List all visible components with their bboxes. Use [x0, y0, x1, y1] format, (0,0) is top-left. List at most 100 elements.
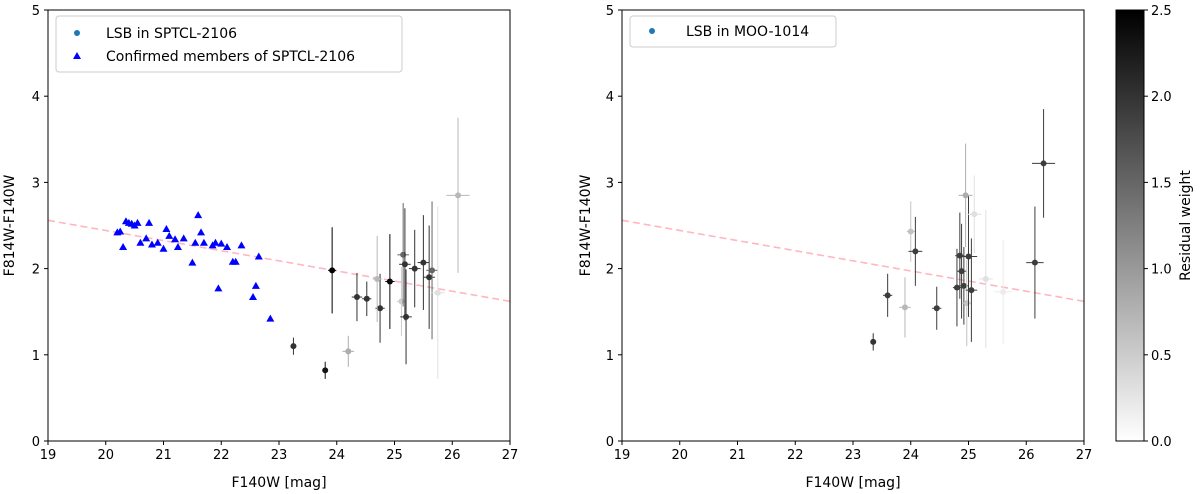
left-member-point	[237, 241, 246, 249]
left-member-point	[171, 235, 180, 243]
right-y-tick-label: 3	[606, 176, 614, 191]
left-lsb-point	[363, 295, 370, 302]
colorbar-gradient	[1115, 9, 1145, 442]
right-lsb-point	[982, 275, 989, 282]
left-lsb-point	[377, 305, 384, 312]
left-lsb-point	[429, 267, 436, 274]
right-plot-frame	[621, 9, 1085, 442]
left-lsb-point	[345, 348, 352, 355]
left-y-tick-label: 2	[32, 263, 40, 278]
left-y-tick-label: 1	[32, 349, 40, 364]
left-lsb-point	[411, 265, 418, 272]
left-member-point	[194, 211, 203, 219]
left-x-tick-label: 21	[155, 448, 172, 463]
right-x-tick-label: 27	[1076, 448, 1093, 463]
colorbar-tick-label: 0.0	[1151, 435, 1172, 450]
left-member-point	[223, 243, 232, 251]
right-lsb-point	[907, 228, 914, 235]
right-lsb-point	[933, 305, 940, 312]
left-member-point	[142, 234, 151, 242]
right-y-axis-label: F814W-F140W	[578, 174, 594, 276]
right-lsb-point	[884, 292, 891, 299]
left-lsb-point	[434, 289, 441, 296]
left-x-tick-label: 26	[444, 448, 461, 463]
left-x-tick-label: 23	[271, 448, 288, 463]
right-x-tick-label: 24	[902, 448, 919, 463]
left-x-tick-label: 22	[213, 448, 230, 463]
left-y-tick-label: 5	[32, 4, 40, 19]
right-lsb-point	[912, 248, 919, 255]
right-legend-lsb-marker	[649, 28, 655, 34]
right-lsb-point	[901, 304, 908, 311]
left-member-point	[197, 228, 206, 236]
left-member-point	[266, 314, 275, 322]
left-legend-member-label: Confirmed members of SPTCL-2106	[106, 49, 355, 65]
left-y-axis-label: F814W-F140W	[2, 174, 18, 276]
left-legend-lsb-marker	[74, 30, 80, 36]
left-lsb-point	[374, 275, 381, 282]
left-member-point	[116, 227, 125, 235]
right-legend-box	[629, 15, 837, 48]
right-lsb-point	[971, 211, 978, 218]
left-member-point	[254, 252, 263, 260]
right-lsb-point	[1040, 160, 1047, 167]
left-lsb-point	[401, 261, 408, 268]
right-lsb-point	[960, 282, 967, 289]
right-y-tick-label: 1	[606, 349, 614, 364]
right-lsb-point	[953, 284, 960, 291]
right-lsb-point	[962, 192, 969, 199]
left-plot-marks	[47, 117, 511, 379]
left-x-axis-label: F140W [mag]	[231, 475, 326, 491]
left-lsb-point	[403, 313, 410, 320]
left-lsb-point	[455, 192, 462, 199]
left-member-point	[173, 243, 182, 251]
left-legend-lsb-label: LSB in SPTCL-2106	[106, 26, 237, 42]
left-member-point	[159, 244, 168, 252]
right-lsb-point	[968, 287, 975, 294]
left-member-point	[179, 234, 188, 242]
left-member-point	[119, 243, 128, 251]
colorbar-ticks: 0.0 0.5 1.0 1.5 2.0 2.5	[1144, 4, 1172, 450]
left-legend-member-marker	[73, 52, 81, 59]
left-x-tick-label: 24	[328, 448, 345, 463]
left-lsb-point	[386, 278, 393, 285]
right-trend-line	[621, 219, 1085, 303]
left-member-point	[133, 218, 142, 226]
colorbar-tick-label: 2.5	[1151, 4, 1172, 19]
left-y-tick-label: 3	[32, 176, 40, 191]
left-member-point	[211, 238, 220, 246]
right-y-tick-label: 0	[606, 435, 614, 450]
left-member-point	[136, 238, 145, 246]
left-lsb-point	[353, 294, 360, 301]
left-member-point	[249, 293, 258, 301]
left-member-point	[251, 281, 260, 289]
left-lsb-point	[426, 274, 433, 281]
left-member-point	[217, 239, 226, 247]
right-lsb-point	[1031, 259, 1038, 266]
left-member-point	[214, 284, 223, 292]
left-x-tick-label: 19	[40, 448, 57, 463]
right-lsb-point	[870, 338, 877, 345]
left-x-tick-label: 20	[97, 448, 114, 463]
left-member-point	[165, 231, 174, 239]
left-x-tick-label: 25	[386, 448, 403, 463]
colorbar-tick-label: 0.5	[1151, 349, 1172, 364]
left-member-point	[162, 224, 171, 232]
left-lsb-point	[420, 259, 427, 266]
left-lsb-point	[329, 267, 336, 274]
right-y-tick-label: 5	[606, 4, 614, 19]
right-x-tick-label: 25	[960, 448, 977, 463]
right-x-axis-label: F140W [mag]	[805, 475, 900, 491]
right-x-tick-label: 22	[787, 448, 804, 463]
left-legend: LSB in SPTCL-2106 Confirmed members of S…	[55, 15, 403, 73]
left-plot-frame	[47, 9, 511, 442]
left-member-point	[145, 218, 154, 226]
colorbar-label: Residual weight	[1178, 170, 1194, 281]
left-y-tick-label: 0	[32, 435, 40, 450]
colorbar: 0.0 0.5 1.0 1.5 2.0 2.5 Residual weight	[1115, 4, 1194, 450]
left-member-point	[199, 238, 208, 246]
